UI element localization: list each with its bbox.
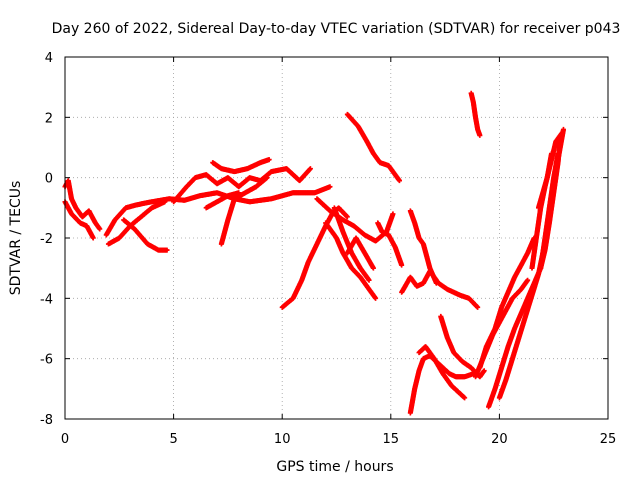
series-arc-11 — [314, 196, 396, 244]
data-point — [373, 295, 379, 301]
x-tick-label-2: 10 — [274, 432, 291, 447]
series-arc-9 — [203, 190, 242, 211]
series-arc-4 — [105, 199, 168, 247]
series-arc-7 — [210, 157, 272, 175]
data-point — [525, 277, 531, 283]
data-point — [560, 126, 566, 132]
series-arc-2 — [62, 199, 96, 241]
series-arc-8 — [218, 175, 270, 247]
data-point — [549, 151, 555, 157]
data-point — [307, 166, 313, 172]
x-tick-label-3: 15 — [383, 432, 400, 447]
x-tick-label-0: 0 — [61, 432, 69, 447]
data-point — [390, 211, 396, 217]
series-arc-16 — [375, 220, 405, 268]
data-point — [344, 214, 350, 220]
data-point — [97, 226, 103, 232]
data-point — [399, 262, 405, 268]
data-point — [366, 277, 372, 283]
x-tick-label-5: 25 — [600, 432, 617, 447]
data-point — [90, 235, 96, 241]
y-tick-label-4: 0 — [45, 172, 53, 187]
data-point — [477, 132, 483, 138]
series-arc-24 — [477, 235, 537, 371]
x-axis-label: GPS time / hours — [276, 459, 393, 475]
data-point — [162, 199, 168, 205]
series-arc-17 — [399, 268, 481, 310]
data-point — [475, 304, 481, 310]
series-arc-29 — [538, 151, 561, 271]
data-point — [370, 265, 376, 271]
y-tick-label-5: 2 — [45, 111, 53, 126]
y-tick-label-0: -8 — [40, 413, 53, 428]
data-point — [559, 129, 565, 135]
data-point — [264, 175, 270, 181]
data-point — [555, 151, 561, 157]
series-arc-12 — [323, 220, 379, 301]
data-point — [164, 247, 170, 253]
y-tick-label-1: -6 — [40, 353, 53, 368]
data-point — [481, 368, 487, 374]
data-point — [266, 157, 272, 163]
data-point — [236, 190, 242, 196]
series-arc-5 — [121, 217, 170, 253]
x-tick-label-4: 20 — [491, 432, 508, 447]
series-arc-20 — [416, 344, 468, 401]
x-tick-label-1: 5 — [169, 432, 177, 447]
y-axis-ticks: -8 -6 -4 -2 0 2 4 — [40, 51, 608, 428]
y-tick-label-6: 4 — [45, 51, 53, 66]
series-arc-26 — [496, 126, 566, 401]
series-arc-14 — [344, 235, 376, 271]
data-point — [396, 178, 402, 184]
y-axis-label: SDTVAR / TECUs — [8, 181, 24, 296]
series-arc-3 — [103, 184, 333, 238]
series-arc-15 — [344, 111, 402, 184]
x-axis-ticks: 0 5 10 15 20 25 — [61, 57, 616, 447]
y-tick-label-2: -4 — [40, 292, 53, 307]
series-arc-6 — [171, 166, 313, 205]
chart-title: Day 260 of 2022, Sidereal Day-to-day VTE… — [52, 21, 621, 37]
y-tick-label-3: -2 — [40, 232, 53, 247]
series-arc-18 — [407, 208, 439, 286]
series-arc-22 — [468, 90, 483, 138]
data-point — [433, 280, 439, 286]
series-arc-28 — [535, 151, 555, 211]
data-point — [462, 395, 468, 401]
data-points — [62, 90, 566, 416]
data-point — [327, 184, 333, 190]
